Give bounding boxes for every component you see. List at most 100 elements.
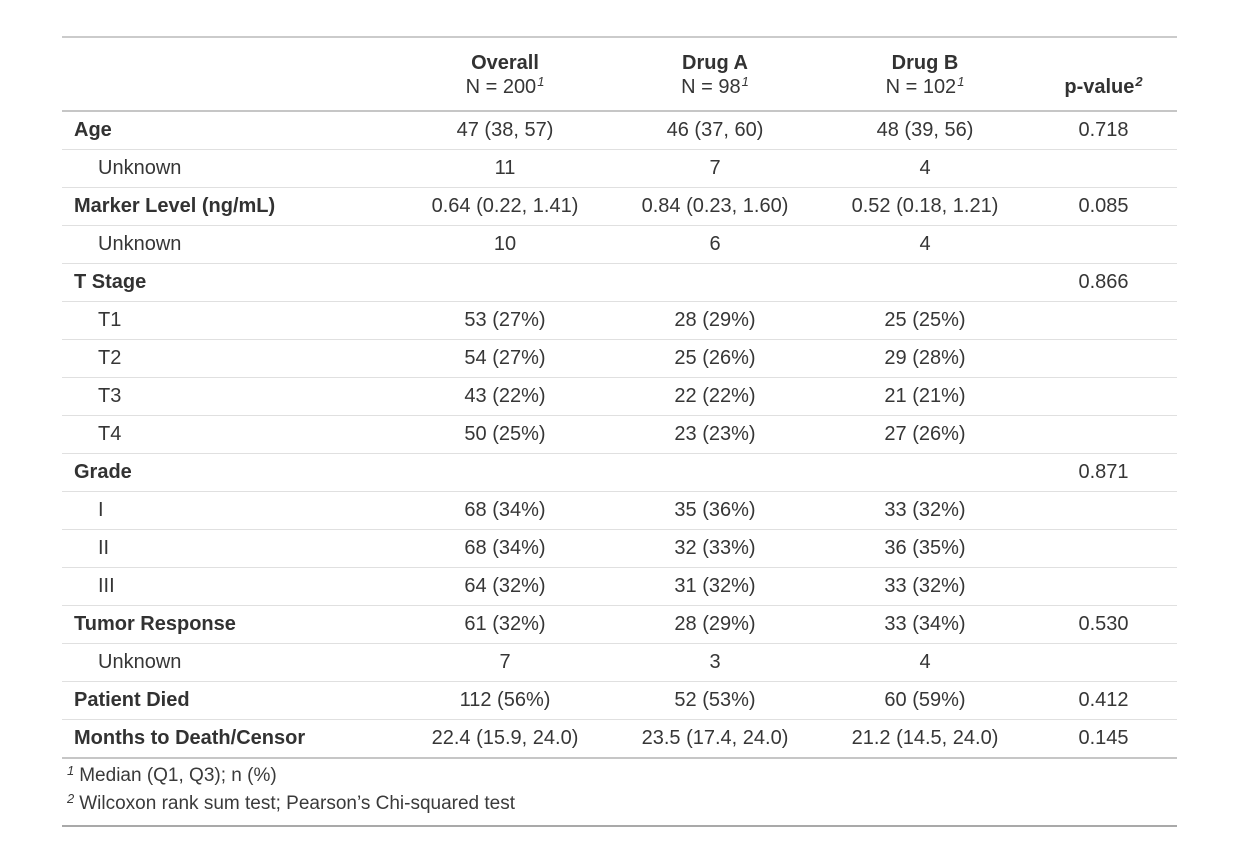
table-cell: 48 (39, 56) bbox=[820, 111, 1030, 150]
column-subtitle: N = 981 bbox=[681, 74, 749, 98]
table-cell: 31 (32%) bbox=[610, 567, 820, 606]
table-cell bbox=[1030, 643, 1177, 682]
table-row: Unknown 11 7 4 bbox=[62, 149, 1177, 188]
table-row: Age 47 (38, 57) 46 (37, 60) 48 (39, 56) 0.71… bbox=[62, 111, 1177, 150]
table-cell: 4 bbox=[820, 149, 1030, 188]
table-cell bbox=[1030, 567, 1177, 606]
table-cell bbox=[1030, 149, 1177, 188]
table-cell: 21 (21%) bbox=[820, 377, 1030, 416]
table-cell: 36 (35%) bbox=[820, 529, 1030, 568]
table-row: Months to Death/Censor 22.4 (15.9, 24.0) 2… bbox=[62, 719, 1177, 759]
table-cell bbox=[400, 263, 610, 302]
table-row: T2 54 (27%) 25 (26%) 29 (28%) bbox=[62, 339, 1177, 378]
header-column-drug-a: Drug A N = 981 bbox=[610, 37, 820, 112]
table-cell: 52 (53%) bbox=[610, 681, 820, 720]
header-column-p-value: p-value2 bbox=[1030, 37, 1177, 112]
table-cell: 4 bbox=[820, 643, 1030, 682]
table-cell bbox=[1030, 301, 1177, 340]
column-title: Drug A bbox=[682, 52, 748, 74]
table-row: Patient Died 112 (56%) 52 (53%) 60 (59%) 0.4… bbox=[62, 681, 1177, 720]
table-cell: 27 (26%) bbox=[820, 415, 1030, 454]
table-row: II 68 (34%) 32 (33%) 36 (35%) bbox=[62, 529, 1177, 568]
footnote-mark: 1 bbox=[67, 763, 75, 778]
table-cell: 0.84 (0.23, 1.60) bbox=[610, 187, 820, 226]
table-cell: 53 (27%) bbox=[400, 301, 610, 340]
footnote-1: 1 Median (Q1, Q3); n (%) bbox=[62, 762, 1177, 790]
table-cell: 32 (33%) bbox=[610, 529, 820, 568]
table-row: I 68 (34%) 35 (36%) 33 (32%) bbox=[62, 491, 1177, 530]
table-cell: 0.64 (0.22, 1.41) bbox=[400, 187, 610, 226]
table-cell: 54 (27%) bbox=[400, 339, 610, 378]
table-cell bbox=[1030, 339, 1177, 378]
table-cell: 23 (23%) bbox=[610, 415, 820, 454]
table-cell: 22.4 (15.9, 24.0) bbox=[400, 719, 610, 759]
table-row: III 64 (32%) 31 (32%) 33 (32%) bbox=[62, 567, 1177, 606]
row-label: T2 bbox=[62, 339, 400, 378]
table-row: Tumor Response 61 (32%) 28 (29%) 33 (34%) 0.… bbox=[62, 605, 1177, 644]
table-cell bbox=[820, 453, 1030, 492]
header-column-overall: Overall N = 2001 bbox=[400, 37, 610, 112]
table-cell: 0.718 bbox=[1030, 111, 1177, 150]
table-cell: 11 bbox=[400, 149, 610, 188]
table-cell bbox=[1030, 225, 1177, 264]
table-cell bbox=[610, 453, 820, 492]
table-cell bbox=[610, 263, 820, 302]
row-label: T Stage bbox=[62, 263, 400, 302]
table-cell bbox=[820, 263, 1030, 302]
column-title: Drug B bbox=[891, 52, 959, 74]
table-cell: 61 (32%) bbox=[400, 605, 610, 644]
table-cell: 29 (28%) bbox=[820, 339, 1030, 378]
table-cell: 112 (56%) bbox=[400, 681, 610, 720]
footnote-mark: 1 bbox=[957, 74, 965, 89]
table-cell: 33 (32%) bbox=[820, 567, 1030, 606]
table-cell bbox=[1030, 529, 1177, 568]
table-cell: 10 bbox=[400, 225, 610, 264]
row-label: II bbox=[62, 529, 400, 568]
table-cell: 35 (36%) bbox=[610, 491, 820, 530]
footnote-mark: 2 bbox=[1135, 74, 1143, 89]
table-cell bbox=[1030, 491, 1177, 530]
table-cell bbox=[400, 453, 610, 492]
header-label-column bbox=[62, 37, 400, 112]
table-cell: 4 bbox=[820, 225, 1030, 264]
table-row: Unknown 7 3 4 bbox=[62, 643, 1177, 682]
row-label: Unknown bbox=[62, 225, 400, 264]
footnote-text: Median (Q1, Q3); n (%) bbox=[79, 765, 277, 786]
table-cell: 23.5 (17.4, 24.0) bbox=[610, 719, 820, 759]
column-title: p-value2 bbox=[1064, 74, 1143, 98]
table-cell: 25 (25%) bbox=[820, 301, 1030, 340]
header-row: Overall N = 2001 Drug A N = 981 Drug B N… bbox=[62, 37, 1177, 112]
table-cell: 68 (34%) bbox=[400, 491, 610, 530]
table-row: Grade 0.871 bbox=[62, 453, 1177, 492]
table-cell: 7 bbox=[400, 643, 610, 682]
table-cell: 28 (29%) bbox=[610, 605, 820, 644]
row-label: Tumor Response bbox=[62, 605, 400, 644]
table-cell: 0.085 bbox=[1030, 187, 1177, 226]
table-cell: 25 (26%) bbox=[610, 339, 820, 378]
table-cell: 33 (32%) bbox=[820, 491, 1030, 530]
footnote-mark: 2 bbox=[67, 791, 75, 806]
table-cell: 64 (32%) bbox=[400, 567, 610, 606]
table-cell: 60 (59%) bbox=[820, 681, 1030, 720]
column-subtitle: N = 2001 bbox=[465, 74, 545, 98]
table-row: T4 50 (25%) 23 (23%) 27 (26%) bbox=[62, 415, 1177, 454]
table-row: T3 43 (22%) 22 (22%) 21 (21%) bbox=[62, 377, 1177, 416]
table-cell: 0.866 bbox=[1030, 263, 1177, 302]
table-row: T Stage 0.866 bbox=[62, 263, 1177, 302]
table-cell: 50 (25%) bbox=[400, 415, 610, 454]
table-cell: 46 (37, 60) bbox=[610, 111, 820, 150]
table-cell: 0.530 bbox=[1030, 605, 1177, 644]
row-label: Unknown bbox=[62, 149, 400, 188]
table-footnotes: 1 Median (Q1, Q3); n (%) 2 Wilcoxon rank s… bbox=[62, 757, 1177, 827]
table-cell: 68 (34%) bbox=[400, 529, 610, 568]
footnote-mark: 1 bbox=[537, 74, 545, 89]
footnote-2: 2 Wilcoxon rank sum test; Pearson’s Chi-s… bbox=[62, 790, 1177, 818]
row-label: Marker Level (ng/mL) bbox=[62, 187, 400, 226]
table-body: Age 47 (38, 57) 46 (37, 60) 48 (39, 56) 0.71… bbox=[62, 111, 1177, 759]
table-cell: 0.871 bbox=[1030, 453, 1177, 492]
table-cell: 21.2 (14.5, 24.0) bbox=[820, 719, 1030, 759]
table-cell: 0.145 bbox=[1030, 719, 1177, 759]
table-cell: 3 bbox=[610, 643, 820, 682]
table-cell: 28 (29%) bbox=[610, 301, 820, 340]
